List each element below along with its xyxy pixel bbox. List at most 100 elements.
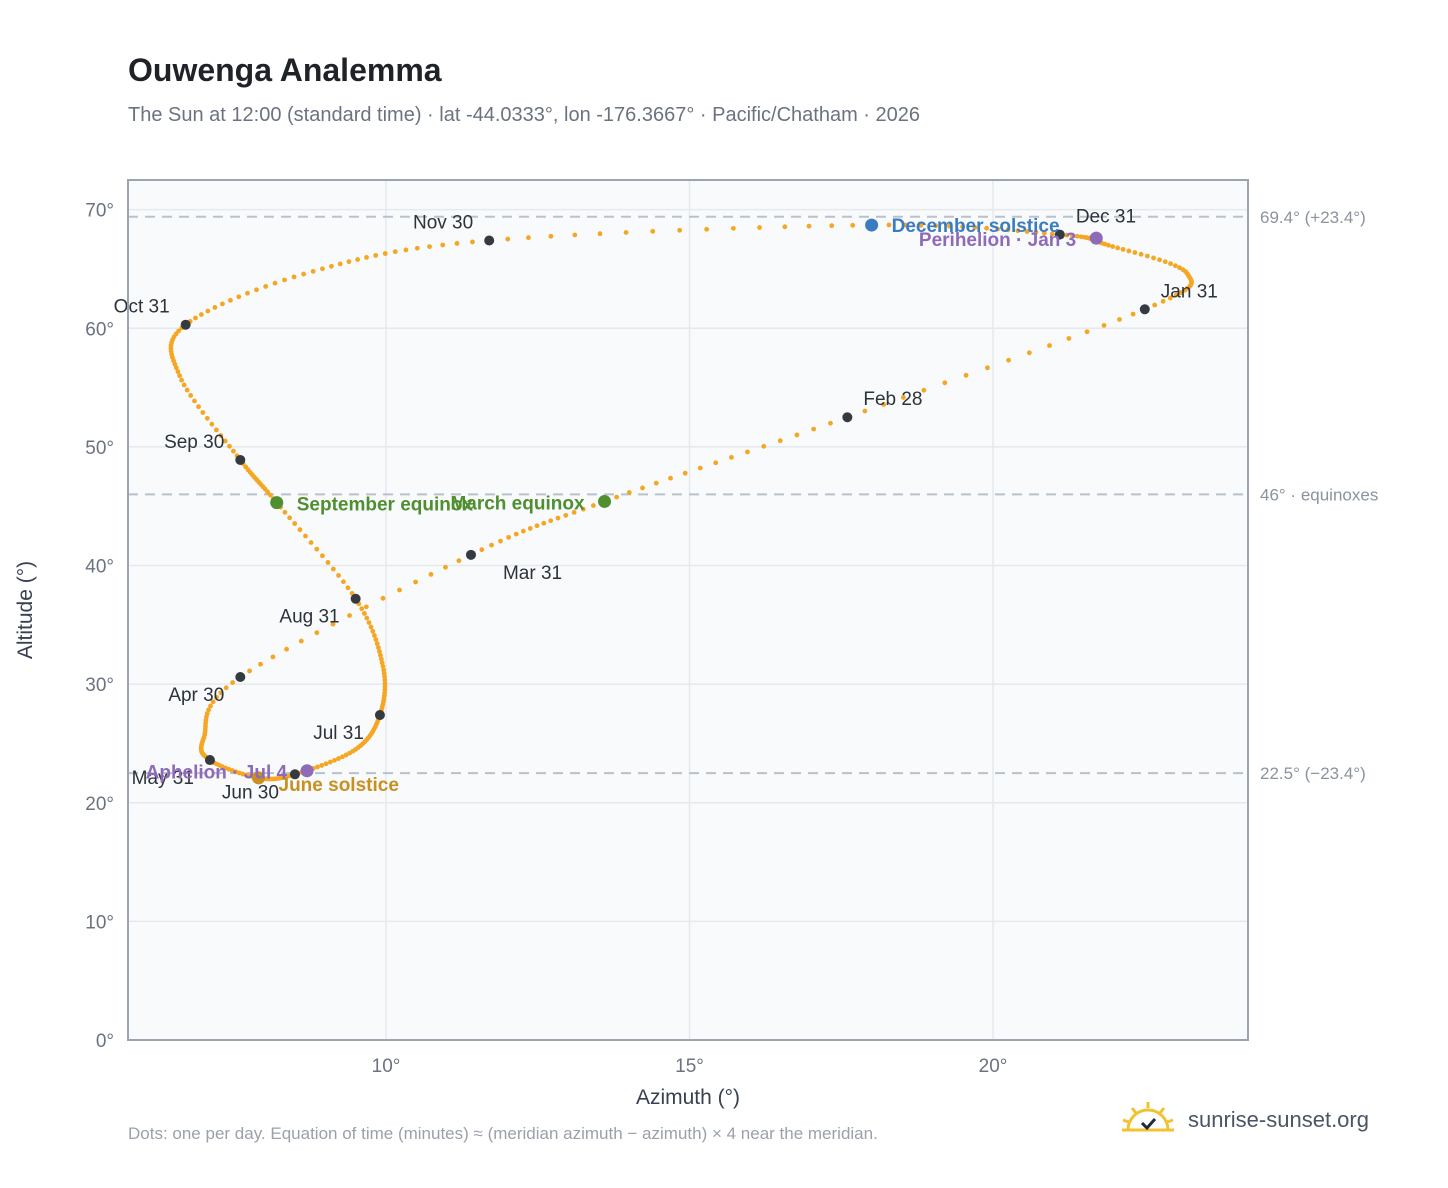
daily-sun-dot bbox=[757, 225, 762, 230]
daily-sun-dot bbox=[960, 224, 965, 230]
daily-sun-dot bbox=[223, 685, 229, 691]
daily-sun-dot bbox=[320, 266, 325, 272]
y-tick-label: 60° bbox=[85, 319, 114, 340]
daily-sun-dot bbox=[555, 515, 561, 521]
daily-sun-dot bbox=[506, 534, 512, 540]
daily-sun-dot bbox=[359, 606, 365, 612]
y-tick-label: 20° bbox=[85, 794, 114, 815]
daily-sun-dot bbox=[355, 257, 361, 262]
daily-sun-dot bbox=[346, 259, 352, 265]
daily-sun-dot bbox=[626, 490, 632, 495]
daily-sun-dot bbox=[1130, 311, 1136, 317]
daily-sun-dot bbox=[963, 372, 969, 378]
daily-sun-dot bbox=[361, 611, 367, 616]
daily-sun-dot bbox=[380, 595, 386, 601]
daily-sun-dot bbox=[520, 528, 526, 534]
daily-sun-dot bbox=[213, 427, 219, 433]
daily-sun-dot bbox=[498, 538, 503, 544]
daily-sun-dot bbox=[1151, 255, 1156, 261]
event-label: December solstice bbox=[892, 216, 1060, 237]
daily-sun-dot bbox=[541, 520, 547, 526]
month-end-dot bbox=[842, 412, 853, 423]
month-end-dot bbox=[289, 769, 300, 780]
daily-sun-dot bbox=[1144, 253, 1150, 259]
daily-sun-dot bbox=[175, 369, 181, 375]
event-label: Aphelion · Jul 4 bbox=[146, 763, 288, 784]
daily-sun-dot bbox=[597, 231, 603, 237]
event-dot bbox=[252, 771, 266, 785]
y-tick-label: 30° bbox=[85, 675, 114, 696]
daily-sun-dot bbox=[729, 454, 734, 460]
daily-sun-dot bbox=[1006, 357, 1011, 363]
daily-sun-dot bbox=[1049, 231, 1055, 237]
daily-sun-dot bbox=[1162, 259, 1168, 265]
daily-sun-dot bbox=[828, 420, 833, 426]
daily-sun-dot bbox=[730, 225, 736, 231]
brand: sunrise-sunset.org bbox=[1120, 1100, 1369, 1140]
daily-sun-dot bbox=[1138, 251, 1144, 257]
daily-sun-dot bbox=[650, 228, 656, 234]
daily-sun-dot bbox=[456, 558, 462, 564]
month-end-label: Jun 30 bbox=[222, 782, 279, 803]
daily-sun-dot bbox=[381, 667, 387, 673]
daily-sun-dot bbox=[513, 531, 519, 537]
daily-sun-dot bbox=[527, 525, 533, 531]
chart-title: Ouwenga Analemma bbox=[128, 52, 442, 88]
daily-sun-dot bbox=[282, 509, 288, 515]
daily-sun-dot bbox=[1101, 322, 1107, 328]
daily-sun-dot bbox=[222, 438, 228, 444]
month-end-label: Feb 28 bbox=[863, 389, 922, 410]
daily-sun-dot bbox=[933, 223, 939, 229]
daily-sun-dot bbox=[1105, 242, 1111, 248]
daily-sun-dot bbox=[236, 294, 242, 300]
month-end-label: Mar 31 bbox=[503, 563, 562, 584]
daily-sun-dot bbox=[677, 227, 683, 233]
daily-sun-dot bbox=[704, 226, 710, 232]
y-tick-label: 0° bbox=[96, 1031, 114, 1052]
daily-sun-dot bbox=[413, 579, 418, 585]
daily-sun-dot bbox=[1172, 263, 1178, 269]
analemma-path bbox=[168, 222, 1194, 782]
daily-sun-dot bbox=[228, 297, 233, 303]
y-tick-label: 10° bbox=[85, 912, 114, 933]
daily-sun-dot bbox=[443, 564, 448, 570]
daily-sun-dot bbox=[1005, 227, 1011, 233]
month-end-dot bbox=[204, 755, 215, 766]
event-dot bbox=[1089, 231, 1103, 245]
daily-sun-dot bbox=[1173, 292, 1179, 298]
chart-subtitle: The Sun at 12:00 (standard time) · lat -… bbox=[128, 104, 920, 126]
daily-sun-dot bbox=[947, 223, 952, 229]
daily-sun-dot bbox=[1026, 350, 1032, 356]
daily-sun-dot bbox=[258, 661, 263, 667]
daily-sun-dot bbox=[1110, 244, 1116, 249]
daily-sun-dot bbox=[254, 287, 259, 293]
daily-sun-dot bbox=[267, 492, 273, 498]
daily-sun-dot bbox=[192, 398, 197, 404]
daily-sun-dot bbox=[1015, 228, 1021, 234]
daily-sun-dot bbox=[220, 301, 225, 307]
daily-sun-dot bbox=[1126, 248, 1132, 254]
daily-sun-dot bbox=[479, 547, 485, 553]
daily-sun-dot bbox=[323, 761, 329, 767]
y-tick-label: 70° bbox=[85, 201, 114, 222]
daily-sun-dot bbox=[308, 540, 314, 545]
daily-sun-dot bbox=[196, 404, 201, 410]
daily-sun-dot bbox=[985, 365, 990, 371]
daily-sun-dot bbox=[230, 680, 236, 685]
daily-sun-dot bbox=[320, 553, 325, 559]
event-dot bbox=[865, 218, 879, 232]
y-tick-label: 40° bbox=[85, 557, 114, 578]
daily-sun-dot bbox=[325, 560, 331, 565]
daily-sun-dot bbox=[1167, 295, 1173, 301]
daily-sun-dot bbox=[653, 480, 659, 486]
x-axis-label: Azimuth (°) bbox=[636, 1086, 740, 1109]
daily-sun-dot bbox=[298, 638, 304, 644]
daily-sun-dot bbox=[806, 223, 812, 229]
daily-sun-dot bbox=[378, 652, 383, 658]
daily-sun-dot bbox=[1066, 336, 1072, 341]
daily-sun-dot bbox=[900, 395, 906, 400]
month-end-dot bbox=[484, 235, 495, 246]
daily-sun-dot bbox=[1157, 257, 1162, 263]
reference-line-label: 69.4° (+23.4°) bbox=[1260, 208, 1366, 227]
